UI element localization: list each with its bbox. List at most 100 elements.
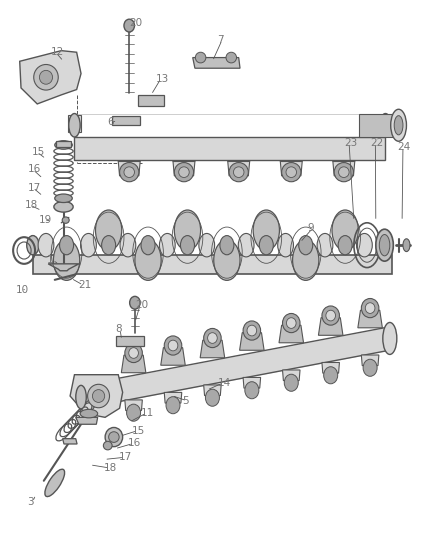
Text: 22: 22 xyxy=(370,138,383,148)
Text: 17: 17 xyxy=(119,453,132,462)
Ellipse shape xyxy=(120,233,136,257)
Ellipse shape xyxy=(174,210,201,251)
Polygon shape xyxy=(48,264,79,271)
Text: 6: 6 xyxy=(107,117,114,126)
Ellipse shape xyxy=(120,163,139,182)
Ellipse shape xyxy=(34,64,58,90)
Ellipse shape xyxy=(125,343,142,362)
Polygon shape xyxy=(170,146,198,161)
Polygon shape xyxy=(193,58,240,68)
Polygon shape xyxy=(63,439,77,444)
Ellipse shape xyxy=(129,348,138,358)
Ellipse shape xyxy=(299,236,313,255)
Ellipse shape xyxy=(286,167,297,177)
Ellipse shape xyxy=(208,333,217,343)
Polygon shape xyxy=(333,161,355,176)
Text: 10: 10 xyxy=(16,286,29,295)
Text: 20: 20 xyxy=(129,18,142,28)
Ellipse shape xyxy=(124,19,134,32)
Polygon shape xyxy=(330,146,358,161)
Ellipse shape xyxy=(92,390,105,402)
Ellipse shape xyxy=(339,167,349,177)
Bar xyxy=(74,137,385,160)
Ellipse shape xyxy=(226,52,237,63)
Ellipse shape xyxy=(229,163,248,182)
Ellipse shape xyxy=(80,409,98,418)
Polygon shape xyxy=(68,115,81,132)
Ellipse shape xyxy=(159,233,175,257)
Polygon shape xyxy=(361,355,379,366)
Ellipse shape xyxy=(109,432,119,442)
Ellipse shape xyxy=(105,427,123,447)
Text: 9: 9 xyxy=(307,223,314,233)
Polygon shape xyxy=(116,336,144,346)
Ellipse shape xyxy=(205,389,219,406)
Polygon shape xyxy=(279,325,304,343)
Text: 18: 18 xyxy=(25,200,38,210)
Polygon shape xyxy=(318,318,343,335)
Ellipse shape xyxy=(332,210,358,251)
Polygon shape xyxy=(322,362,339,373)
Polygon shape xyxy=(204,385,221,395)
Ellipse shape xyxy=(141,236,155,255)
Text: 3: 3 xyxy=(27,497,34,507)
Ellipse shape xyxy=(124,167,134,177)
Ellipse shape xyxy=(38,233,54,257)
Polygon shape xyxy=(359,114,399,137)
Ellipse shape xyxy=(45,469,65,497)
Ellipse shape xyxy=(403,239,410,252)
Polygon shape xyxy=(161,348,185,365)
Ellipse shape xyxy=(55,194,72,203)
Ellipse shape xyxy=(380,114,391,137)
Polygon shape xyxy=(277,146,305,161)
Text: 15: 15 xyxy=(132,426,145,435)
Ellipse shape xyxy=(282,163,301,182)
Polygon shape xyxy=(280,161,302,176)
Polygon shape xyxy=(118,161,140,176)
Text: 8: 8 xyxy=(115,325,121,334)
Ellipse shape xyxy=(253,210,279,251)
Ellipse shape xyxy=(247,325,257,336)
Ellipse shape xyxy=(130,296,140,309)
Ellipse shape xyxy=(394,116,403,135)
Ellipse shape xyxy=(334,163,353,182)
Ellipse shape xyxy=(103,441,112,450)
Ellipse shape xyxy=(199,233,215,257)
Polygon shape xyxy=(358,310,382,328)
Ellipse shape xyxy=(62,217,69,223)
Polygon shape xyxy=(112,116,140,125)
Ellipse shape xyxy=(174,163,194,182)
Bar xyxy=(33,255,392,274)
Ellipse shape xyxy=(365,303,375,313)
Ellipse shape xyxy=(322,306,339,325)
Text: 24: 24 xyxy=(398,142,411,151)
Polygon shape xyxy=(164,392,182,403)
Text: 5: 5 xyxy=(182,396,188,406)
Text: 14: 14 xyxy=(218,378,231,387)
Ellipse shape xyxy=(95,210,122,251)
Text: 23: 23 xyxy=(344,138,357,148)
Polygon shape xyxy=(228,161,250,176)
Ellipse shape xyxy=(179,167,189,177)
Ellipse shape xyxy=(81,233,96,257)
Ellipse shape xyxy=(379,235,390,256)
Polygon shape xyxy=(20,51,81,104)
Ellipse shape xyxy=(245,382,259,399)
Ellipse shape xyxy=(278,233,293,257)
Polygon shape xyxy=(115,146,143,161)
Ellipse shape xyxy=(127,404,141,421)
Ellipse shape xyxy=(168,340,178,351)
Ellipse shape xyxy=(383,322,397,354)
Ellipse shape xyxy=(214,240,240,280)
Text: 7: 7 xyxy=(217,35,223,45)
Ellipse shape xyxy=(338,236,352,255)
Ellipse shape xyxy=(357,233,372,257)
Polygon shape xyxy=(138,95,164,106)
Ellipse shape xyxy=(391,109,406,141)
Polygon shape xyxy=(125,400,142,410)
Text: 20: 20 xyxy=(135,300,148,310)
Polygon shape xyxy=(283,370,300,381)
Polygon shape xyxy=(76,417,98,424)
Ellipse shape xyxy=(55,141,72,149)
Ellipse shape xyxy=(135,240,161,280)
